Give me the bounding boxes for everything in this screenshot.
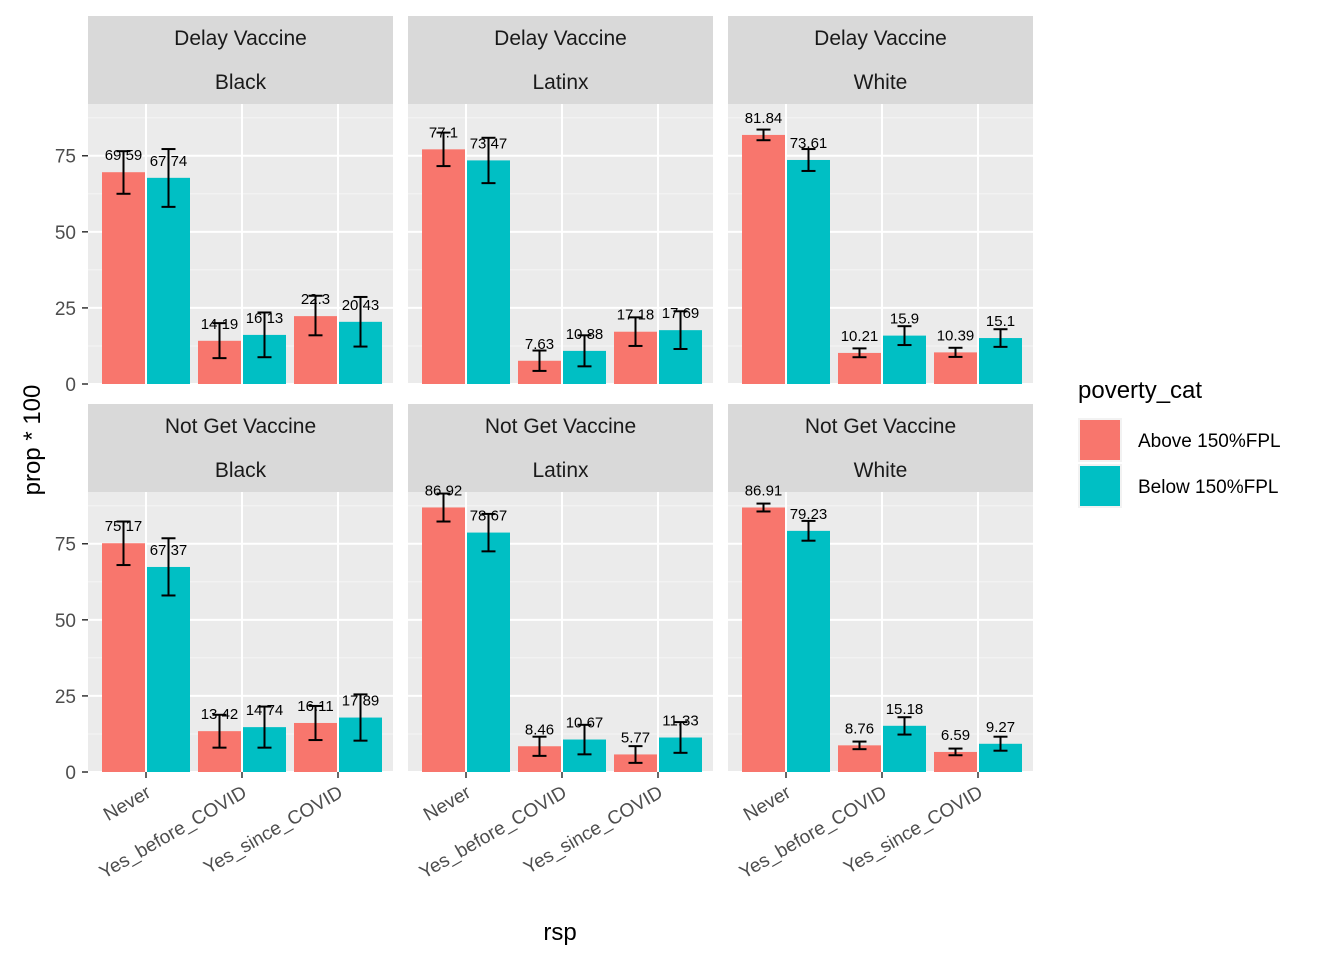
bar-value-label: 75.17: [105, 518, 143, 535]
bar-value-label: 67.74: [150, 153, 188, 170]
bar-value-label: 17.69: [662, 305, 700, 322]
strip-row-label: Not Get Vaccine: [485, 415, 636, 438]
y-tick-label: 50: [55, 611, 76, 632]
bar: [147, 566, 190, 772]
bar: [422, 149, 465, 384]
bar-value-label: 86.91: [745, 482, 783, 499]
strip-col-label: White: [854, 71, 908, 94]
y-tick-label: 0: [65, 375, 76, 396]
bar-value-label: 10.88: [566, 326, 604, 343]
bar-value-label: 13.42: [201, 706, 239, 723]
y-tick-label: 25: [55, 299, 76, 320]
legend-entry-label: Below 150%FPL: [1138, 477, 1278, 498]
bar-value-label: 77.1: [429, 124, 458, 141]
bar-value-label: 79.23: [790, 506, 828, 523]
bar-value-label: 10.39: [937, 327, 975, 344]
bar: [102, 172, 145, 384]
bar: [102, 543, 145, 772]
y-tick-label: 25: [55, 687, 76, 708]
bar-value-label: 17.18: [617, 307, 655, 324]
y-tick-label: 75: [55, 535, 76, 556]
strip-row-bg: [88, 404, 393, 448]
strip-row-bg: [408, 404, 713, 448]
x-axis-title: rsp: [543, 919, 576, 946]
bar-value-label: 9.27: [986, 719, 1015, 736]
bar-value-label: 15.18: [886, 701, 924, 718]
strip-col-label: Latinx: [532, 459, 589, 482]
bar-value-label: 69.59: [105, 147, 143, 164]
y-axis-title: prop * 100: [19, 385, 46, 496]
strip-row-bg: [728, 404, 1033, 448]
y-tick-label: 50: [55, 223, 76, 244]
strip-col-label: Latinx: [532, 71, 589, 94]
bar: [787, 530, 830, 772]
strip-col-bg: [408, 448, 713, 492]
legend-title: poverty_cat: [1078, 377, 1202, 404]
bar-value-label: 22.3: [301, 291, 330, 308]
x-tick-label: Never: [740, 782, 795, 826]
strip-col-bg: [88, 60, 393, 104]
legend-swatch: [1080, 420, 1120, 460]
bar: [467, 532, 510, 772]
bar-value-label: 8.46: [525, 721, 554, 738]
bar-value-label: 8.76: [845, 720, 874, 737]
strip-col-label: Black: [215, 459, 267, 482]
strip-col-bg: [408, 60, 713, 104]
strip-row-bg: [728, 16, 1033, 60]
bar: [467, 160, 510, 384]
bar-value-label: 73.47: [470, 135, 508, 152]
y-tick-label: 75: [55, 147, 76, 168]
bar: [742, 134, 785, 384]
bar-value-label: 16.13: [246, 310, 284, 327]
bar-value-label: 5.77: [621, 729, 650, 746]
bar: [422, 507, 465, 772]
bar-value-label: 67.37: [150, 542, 188, 559]
strip-row-label: Delay Vaccine: [814, 27, 947, 50]
x-tick-label: Never: [100, 782, 155, 826]
strip-col-bg: [88, 448, 393, 492]
bar: [742, 507, 785, 772]
strip-row-label: Not Get Vaccine: [805, 415, 956, 438]
bar-value-label: 11.33: [662, 713, 698, 730]
bar: [934, 751, 977, 772]
bar-value-label: 7.63: [525, 336, 554, 353]
x-tick-label: Never: [420, 782, 475, 826]
bar-value-label: 14.19: [201, 316, 239, 333]
strip-col-label: Black: [215, 71, 267, 94]
bar-value-label: 15.9: [890, 311, 919, 328]
bar-value-label: 86.92: [425, 482, 463, 499]
bar-value-label: 81.84: [745, 110, 783, 127]
legend-swatch: [1080, 466, 1120, 506]
bar: [518, 360, 561, 384]
bar-value-label: 73.61: [790, 135, 828, 152]
strip-col-bg: [728, 448, 1033, 492]
bar-value-label: 20.43: [342, 297, 380, 314]
bar-value-label: 78.67: [470, 508, 508, 525]
strip-row-label: Not Get Vaccine: [165, 415, 316, 438]
legend-entry-label: Above 150%FPL: [1138, 431, 1281, 452]
strip-col-bg: [728, 60, 1033, 104]
bar-value-label: 6.59: [941, 727, 970, 744]
strip-row-bg: [408, 16, 713, 60]
strip-row-label: Delay Vaccine: [174, 27, 307, 50]
strip-row-label: Delay Vaccine: [494, 27, 627, 50]
bar: [787, 159, 830, 384]
bar-value-label: 15.1: [986, 313, 1015, 330]
strip-col-label: White: [854, 459, 908, 482]
bar-value-label: 17.89: [342, 693, 380, 710]
y-tick-label: 0: [65, 763, 76, 784]
strip-row-bg: [88, 16, 393, 60]
bar-value-label: 10.21: [841, 328, 879, 345]
bar: [147, 177, 190, 384]
bar-value-label: 16.11: [297, 698, 333, 715]
bar-value-label: 10.67: [566, 715, 604, 732]
bar-value-label: 14.74: [246, 702, 284, 719]
